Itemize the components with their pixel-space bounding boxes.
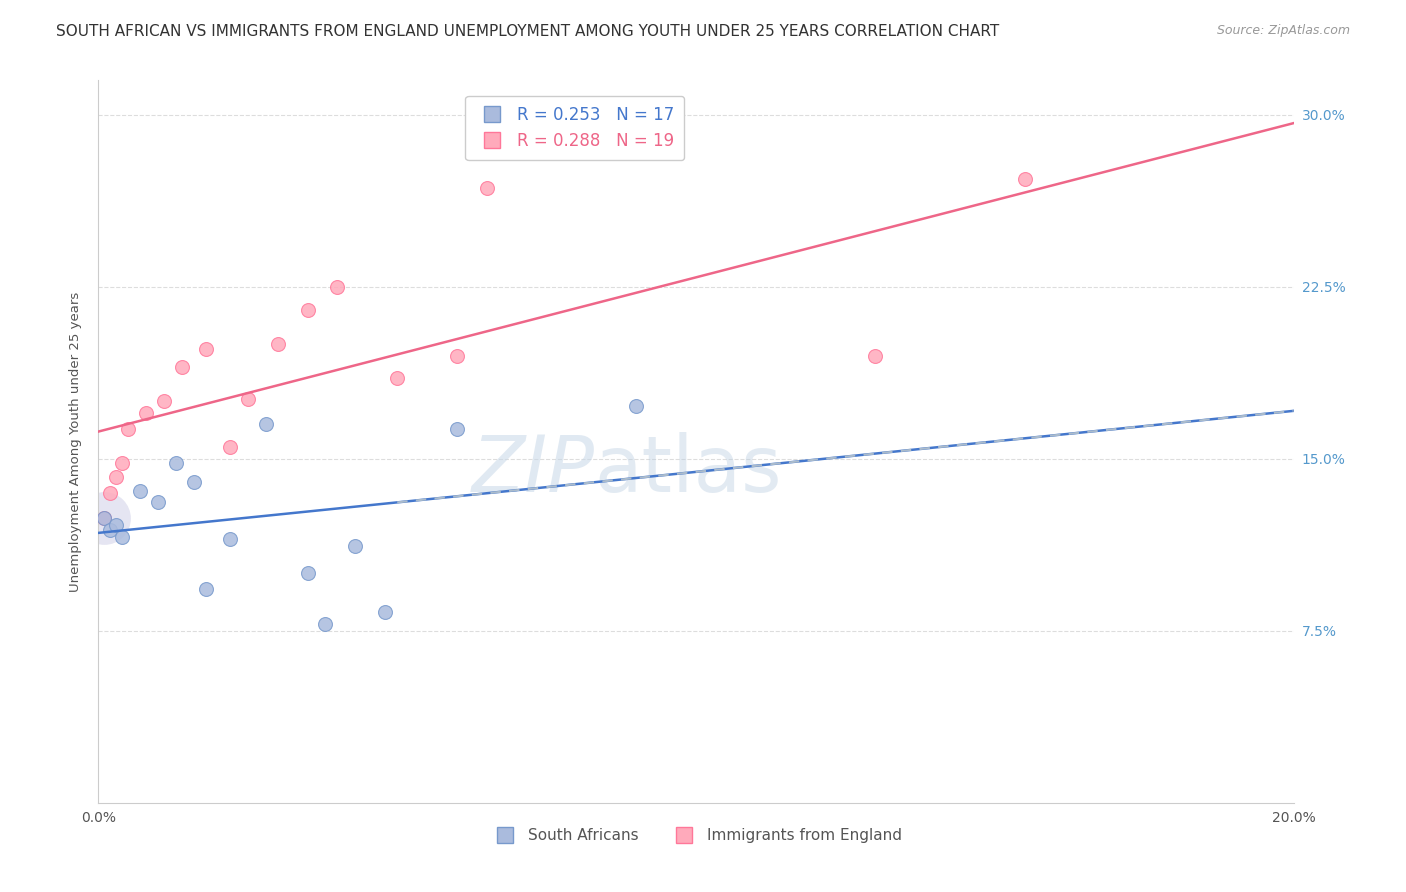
Text: atlas: atlas [595, 433, 782, 508]
Text: SOUTH AFRICAN VS IMMIGRANTS FROM ENGLAND UNEMPLOYMENT AMONG YOUTH UNDER 25 YEARS: SOUTH AFRICAN VS IMMIGRANTS FROM ENGLAND… [56, 24, 1000, 39]
Point [219, 532, 242, 546]
Point [111, 456, 134, 470]
Point [315, 616, 337, 631]
Point [135, 406, 157, 420]
Point [446, 422, 468, 436]
Point [195, 342, 218, 356]
Point [117, 422, 139, 436]
Point [297, 302, 319, 317]
Point [254, 417, 277, 432]
Point [93, 511, 115, 525]
Text: ZIP: ZIP [471, 433, 595, 508]
Point [475, 181, 498, 195]
Point [374, 606, 396, 620]
Point [297, 566, 319, 581]
Point [195, 582, 218, 597]
Text: Source: ZipAtlas.com: Source: ZipAtlas.com [1216, 24, 1350, 37]
Point [153, 394, 176, 409]
Point [105, 470, 128, 484]
Point [219, 440, 242, 454]
Point [236, 392, 259, 406]
Point [111, 530, 134, 544]
Point [626, 399, 648, 413]
Point [326, 279, 349, 293]
Point [148, 495, 170, 509]
Point [865, 349, 887, 363]
Point [98, 486, 122, 500]
Point [172, 359, 194, 374]
Point [98, 523, 122, 537]
Point [385, 371, 409, 385]
Point [183, 475, 205, 489]
Legend: South Africans, Immigrants from England: South Africans, Immigrants from England [484, 822, 908, 849]
Y-axis label: Unemployment Among Youth under 25 years: Unemployment Among Youth under 25 years [69, 292, 82, 591]
Point [93, 511, 115, 525]
Point [267, 337, 290, 351]
Point [344, 539, 367, 553]
Point [165, 456, 187, 470]
Point [446, 349, 468, 363]
Point [129, 483, 152, 498]
Point [93, 511, 115, 525]
Point [1014, 172, 1036, 186]
Point [105, 518, 128, 533]
